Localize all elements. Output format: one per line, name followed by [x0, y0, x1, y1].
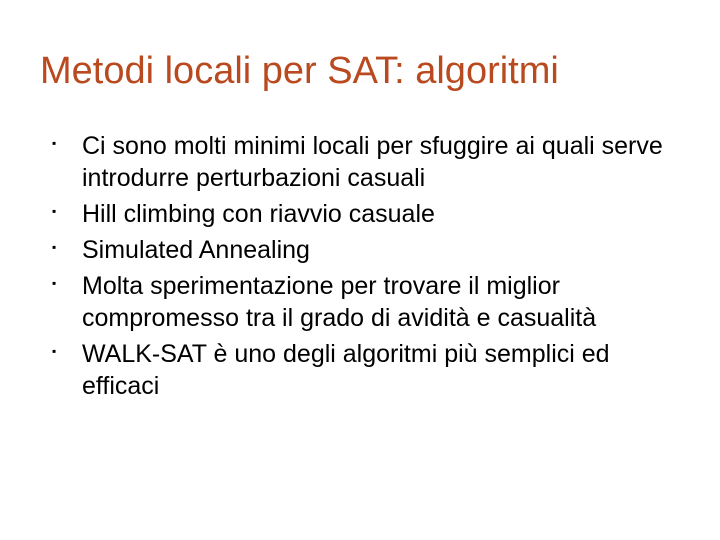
- list-item: WALK-SAT è uno degli algoritmi più sempl…: [46, 338, 680, 402]
- slide-title: Metodi locali per SAT: algoritmi: [40, 50, 680, 94]
- bullet-list: Ci sono molti minimi locali per sfuggire…: [46, 130, 680, 402]
- list-item: Hill climbing con riavvio casuale: [46, 198, 680, 230]
- list-item: Simulated Annealing: [46, 234, 680, 266]
- list-item: Ci sono molti minimi locali per sfuggire…: [46, 130, 680, 194]
- list-item: Molta sperimentazione per trovare il mig…: [46, 270, 680, 334]
- slide: Metodi locali per SAT: algoritmi Ci sono…: [0, 0, 720, 540]
